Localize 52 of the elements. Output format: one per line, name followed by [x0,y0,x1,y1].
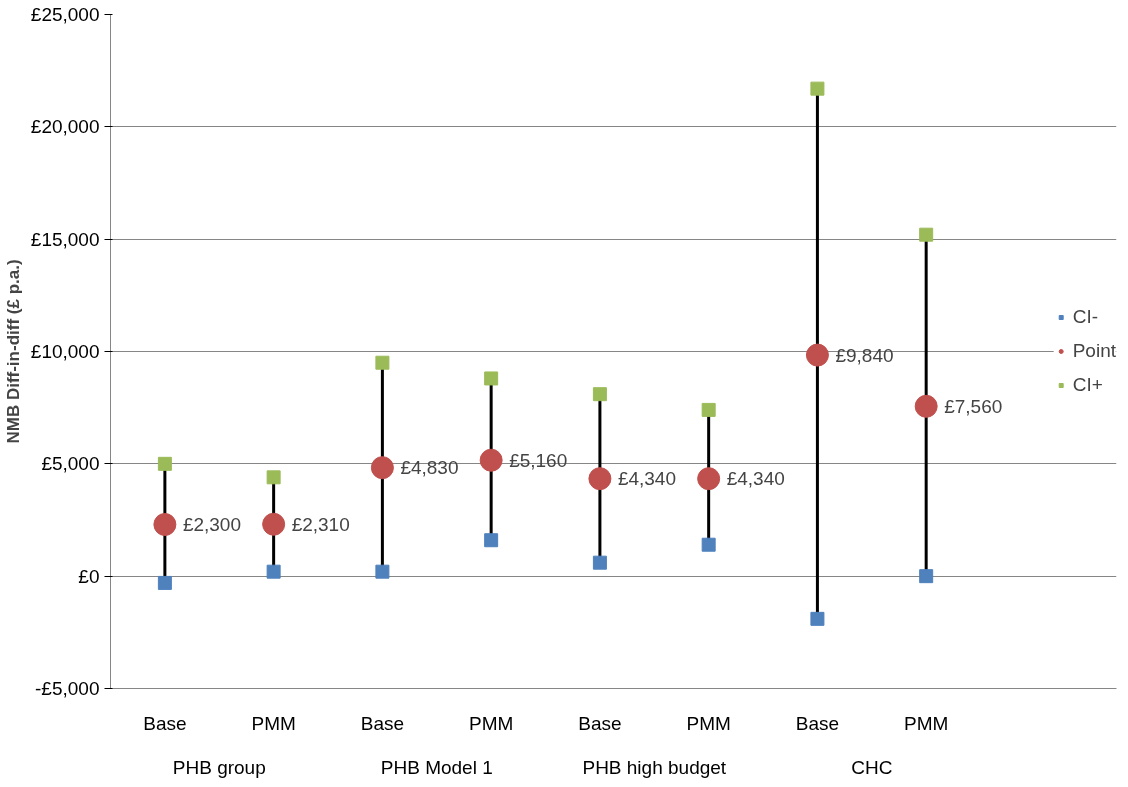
legend-label: Point [1072,340,1116,362]
x-tick-label: Base [578,712,622,734]
y-axis-title: NMB Diff-in-diff (£ p.a.) [3,259,23,444]
x-tick-label: Base [143,712,187,734]
point [592,555,607,570]
point [262,512,286,536]
point [484,533,499,548]
data-label: £4,340 [617,468,677,490]
point [919,227,934,242]
point [592,387,607,402]
text: PHB Model 1 [380,756,493,778]
text: PHB group [172,756,266,778]
x-tick-label: PMM [686,712,731,734]
x-tick-label: Base [360,712,405,734]
y-tick-label: £10,000 [30,341,100,362]
point [805,343,829,367]
text: PHB high budget [582,756,727,778]
point [266,564,281,579]
point [370,456,394,480]
point [479,448,503,472]
point [157,456,172,471]
text: CHC [851,756,893,778]
x-tick-label: PMM [468,712,514,734]
x-tick-label: PMM [251,712,296,734]
y-tick-label: £5,000 [41,453,100,475]
y-tick-label: £20,000 [30,116,100,138]
point [810,81,825,96]
y-tick-label: £0 [78,565,100,587]
point [153,513,177,536]
legend-label: CI- [1072,306,1099,328]
point [266,470,281,485]
point [697,467,721,491]
point [375,355,390,370]
point [588,467,612,491]
point [914,394,938,418]
y-tick-label: -£5,000 [35,678,100,699]
point [919,569,934,584]
point [701,537,716,552]
point [375,564,390,579]
legend-label: CI+ [1072,374,1103,396]
point [484,371,499,386]
data-label: £2,300 [182,513,241,535]
data-label: £7,560 [944,395,1003,417]
y-tick-label: £15,000 [30,228,100,250]
point [157,575,172,590]
x-tick-label: Base [795,712,840,734]
x-tick-label: PMM [904,712,949,734]
data-label: £4,340 [726,468,785,490]
data-label: £2,310 [291,513,350,535]
point [701,402,716,417]
y-tick-label: £25,000 [30,4,100,25]
point [810,611,825,626]
